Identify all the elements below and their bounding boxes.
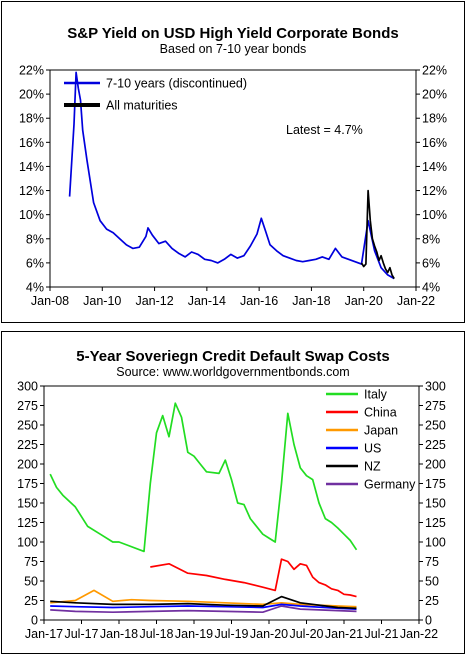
x-tick-label: Jan-22 — [400, 627, 438, 641]
x-tick-label: Jan-21 — [325, 627, 363, 641]
series-line — [360, 189, 395, 280]
y-tick-label-right: 4% — [422, 281, 440, 295]
y-tick-label-right: 20% — [422, 88, 447, 102]
y-tick-label-left: 12% — [19, 184, 44, 198]
y-tick-label-right: 75 — [425, 555, 439, 569]
legend-label: Italy — [364, 388, 388, 402]
legend-label: China — [364, 406, 397, 420]
y-tick-label-right: 0 — [425, 614, 432, 628]
y-tick-label-left: 50 — [24, 575, 38, 589]
y-tick-label-right: 50 — [425, 575, 439, 589]
series-line — [50, 603, 357, 610]
y-tick-label-right: 200 — [425, 458, 446, 472]
x-tick-label: Jan-12 — [135, 294, 173, 308]
y-tick-label-right: 8% — [422, 232, 440, 246]
legend-label: NZ — [364, 460, 381, 474]
y-tick-label-right: 175 — [425, 477, 446, 491]
y-tick-label-left: 18% — [19, 112, 44, 126]
y-tick-label-left: 14% — [19, 160, 44, 174]
plot-frame — [43, 385, 420, 621]
y-tick-label-left: 250 — [17, 419, 38, 433]
series-line — [50, 595, 357, 610]
chart-panel-cds: 5-Year Soveriegn Credit Default Swap Cos… — [1, 331, 465, 654]
y-tick-label-right: 225 — [425, 438, 446, 452]
legend-label: Germany — [364, 478, 416, 492]
chart-title: S&P Yield on USD High Yield Corporate Bo… — [67, 25, 398, 42]
chart-panel-hy-yield: S&P Yield on USD High Yield Corporate Bo… — [1, 1, 465, 323]
x-tick-label: Jul-20 — [289, 627, 323, 641]
chart-title: 5-Year Soveriegn Credit Default Swap Cos… — [76, 348, 389, 365]
series-line — [50, 605, 357, 614]
y-tick-label-right: 25 — [425, 594, 439, 608]
y-tick-label-left: 16% — [19, 136, 44, 150]
y-tick-label-left: 125 — [17, 516, 38, 530]
x-tick-label: Jan-19 — [175, 627, 213, 641]
x-tick-label: Jan-08 — [31, 294, 69, 308]
legend-label: US — [364, 442, 381, 456]
chart-subtitle: Based on 7-10 year bonds — [160, 42, 307, 56]
x-tick-label: Jan-20 — [345, 294, 383, 308]
y-tick-label-left: 225 — [17, 438, 38, 452]
y-tick-label-left: 6% — [26, 256, 44, 270]
y-tick-label-left: 10% — [19, 208, 44, 222]
series-line — [50, 589, 357, 608]
y-tick-label-left: 4% — [26, 281, 44, 295]
legend-label: Japan — [364, 424, 398, 438]
y-tick-label-left: 175 — [17, 477, 38, 491]
y-tick-label-left: 200 — [17, 458, 38, 472]
chart-annotation: Latest = 4.7% — [286, 123, 363, 137]
cds-chart: 5-Year Soveriegn Credit Default Swap Cos… — [17, 348, 446, 641]
x-tick-label: Jan-18 — [292, 294, 330, 308]
y-tick-label-right: 6% — [422, 256, 440, 270]
y-tick-label-right: 125 — [425, 516, 446, 530]
y-tick-label-right: 14% — [422, 160, 447, 174]
x-tick-label: Jan-17 — [25, 627, 63, 641]
x-tick-label: Jan-20 — [250, 627, 288, 641]
y-tick-label-right: 100 — [425, 536, 446, 550]
x-tick-label: Jul-21 — [364, 627, 398, 641]
x-tick-label: Jan-10 — [83, 294, 121, 308]
y-tick-label-left: 8% — [26, 232, 44, 246]
hy-yield-chart: S&P Yield on USD High Yield Corporate Bo… — [19, 25, 447, 308]
x-tick-label: Jul-17 — [64, 627, 98, 641]
y-tick-label-left: 20% — [19, 88, 44, 102]
legend-label: All maturities — [106, 99, 178, 113]
x-tick-label: Jan-22 — [397, 294, 435, 308]
y-tick-label-left: 0 — [31, 614, 38, 628]
x-tick-label: Jul-19 — [214, 627, 248, 641]
y-tick-label-left: 100 — [17, 536, 38, 550]
y-tick-label-left: 300 — [17, 380, 38, 394]
y-tick-label-right: 22% — [422, 64, 447, 78]
x-tick-label: Jan-14 — [188, 294, 226, 308]
legend-label: 7-10 years (discontinued) — [106, 77, 247, 91]
y-tick-label-right: 18% — [422, 112, 447, 126]
series-line — [150, 558, 357, 598]
y-tick-label-right: 250 — [425, 419, 446, 433]
y-tick-label-right: 275 — [425, 399, 446, 413]
y-tick-label-left: 25 — [24, 594, 38, 608]
x-tick-label: Jul-18 — [139, 627, 173, 641]
x-tick-label: Jan-18 — [100, 627, 138, 641]
series-line — [49, 402, 358, 553]
y-tick-label-right: 300 — [425, 380, 446, 394]
y-tick-label-right: 16% — [422, 136, 447, 150]
y-tick-label-left: 22% — [19, 64, 44, 78]
x-tick-label: Jan-16 — [240, 294, 278, 308]
y-tick-label-left: 275 — [17, 399, 38, 413]
y-tick-label-right: 10% — [422, 208, 447, 222]
series-line — [68, 71, 395, 280]
y-tick-label-left: 75 — [24, 555, 38, 569]
y-tick-label-left: 150 — [17, 497, 38, 511]
y-tick-label-right: 12% — [422, 184, 447, 198]
chart-subtitle: Source: www.worldgovernmentbonds.com — [116, 365, 349, 379]
y-tick-label-right: 150 — [425, 497, 446, 511]
plot-frame — [49, 69, 417, 288]
